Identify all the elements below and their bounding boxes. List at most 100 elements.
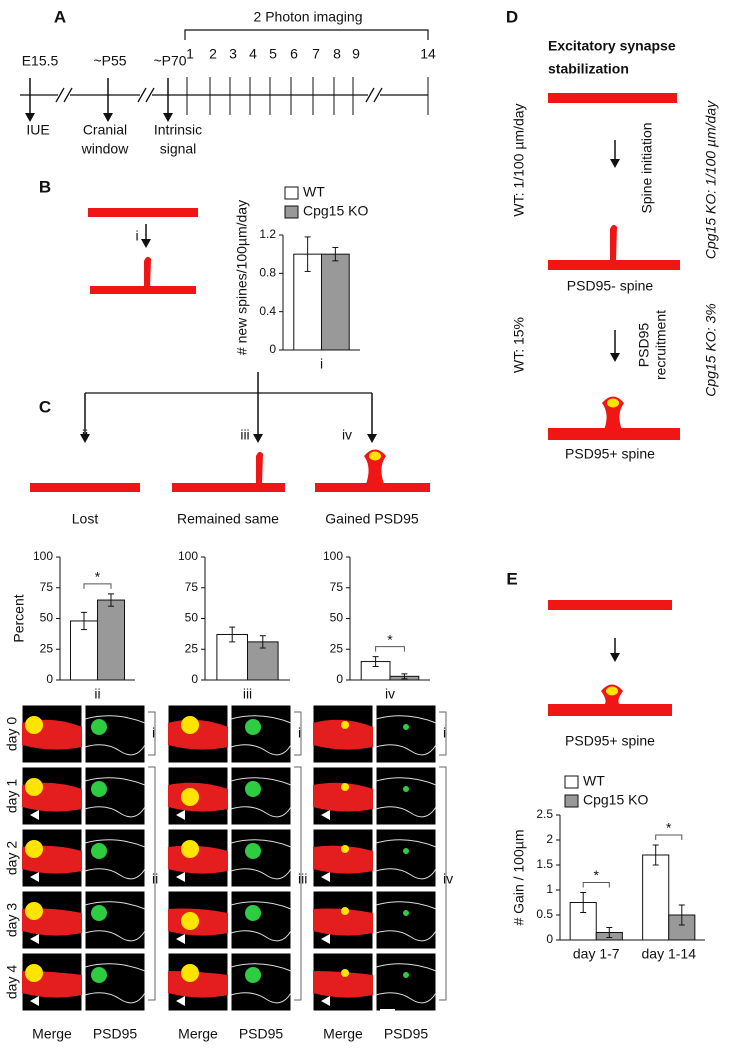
- merge-image: [21, 766, 83, 826]
- y-tick-label: 50: [330, 611, 344, 625]
- dendrite-signal: [313, 908, 373, 936]
- outline: [375, 777, 437, 818]
- label: 5: [269, 46, 277, 62]
- label: ii: [82, 427, 88, 443]
- label: iv: [342, 427, 352, 443]
- arrowhead-marker: [30, 810, 39, 820]
- psd95-puncta: [91, 967, 107, 983]
- outline: [84, 901, 146, 942]
- outline: [230, 839, 292, 880]
- x-tick-label: iii: [243, 686, 252, 702]
- image-bg: [84, 890, 146, 950]
- psd95-image: [230, 890, 292, 950]
- error-bar: [332, 246, 339, 262]
- legend-swatch: [284, 186, 299, 200]
- y-tick-label: 25: [40, 641, 54, 655]
- y-tick-label: 2.5: [536, 807, 553, 821]
- label: 14: [420, 46, 436, 62]
- label: iv: [443, 871, 453, 887]
- y-tick-label: 75: [40, 580, 54, 594]
- image-bg: [375, 828, 437, 888]
- line: [55, 87, 65, 103]
- psd95-puncta: [91, 843, 107, 859]
- y-axis-label: Percent: [11, 594, 27, 642]
- arrow-head: [253, 434, 263, 443]
- y-tick-label: 0: [336, 672, 343, 686]
- line: [137, 87, 147, 103]
- psd95-puncta: [403, 786, 409, 792]
- rotated-label: Cpg15 KO: 1/100 µm/day: [703, 100, 719, 259]
- label: stabilization: [548, 61, 629, 77]
- image-bg: [230, 890, 292, 950]
- label: 4: [249, 46, 257, 62]
- psd95-image: [84, 890, 146, 950]
- y-tick-label: 0.5: [536, 907, 553, 921]
- puncta: [181, 840, 199, 858]
- label: signal: [160, 141, 197, 157]
- y-axis-label: # new spines/100µm/day: [234, 200, 250, 355]
- dendrite-signal: [313, 719, 373, 750]
- y-axis-label: # Gain / 100µm: [511, 829, 527, 925]
- label: 1: [186, 46, 194, 62]
- label: Merge: [323, 1026, 363, 1042]
- label: ii: [152, 871, 158, 887]
- y-tick-label: 0: [269, 342, 276, 356]
- psd95-image: [230, 952, 292, 1012]
- label: Remained same: [177, 511, 279, 527]
- legend-label: Cpg15 KO: [303, 203, 368, 219]
- dendrite-signal: [313, 971, 373, 998]
- psd95: [369, 451, 381, 461]
- y-tick-label: 25: [330, 641, 344, 655]
- arrowhead-marker: [176, 872, 185, 882]
- merge-image: [167, 766, 229, 826]
- y-tick-label: 0: [191, 672, 198, 686]
- error-bar: [678, 904, 685, 926]
- label: D: [506, 7, 518, 26]
- dendrite: [88, 208, 198, 217]
- outline: [84, 715, 146, 756]
- psd95-puncta: [245, 781, 261, 797]
- label: iii: [240, 427, 249, 443]
- label: 2 Photon imaging: [254, 9, 363, 25]
- arrowhead-marker: [176, 934, 185, 944]
- puncta: [341, 845, 349, 853]
- y-tick-label: 1.2: [259, 227, 276, 241]
- merge-image: [167, 828, 229, 888]
- psd95-puncta: [245, 719, 261, 735]
- image-bg: [230, 828, 292, 888]
- dendrite: [548, 428, 680, 440]
- arrowhead-marker: [30, 934, 39, 944]
- label: 8: [333, 46, 341, 62]
- outline: [230, 901, 292, 942]
- bar: [321, 253, 350, 351]
- label: 6: [290, 46, 298, 62]
- puncta: [181, 716, 199, 734]
- label: A: [54, 7, 66, 26]
- psd95-puncta: [403, 910, 409, 916]
- arrow-head: [80, 434, 90, 443]
- label: Cranial: [83, 122, 127, 138]
- label: window: [81, 141, 130, 157]
- y-tick-label: 0.8: [259, 266, 276, 280]
- label: i: [298, 725, 301, 741]
- rotated-label: WT: 15%: [511, 317, 527, 373]
- psd95-image: [375, 828, 437, 888]
- rotated-label: day 4: [4, 965, 20, 999]
- arrow-head: [163, 113, 173, 122]
- label: PSD95- spine: [567, 278, 654, 294]
- significance: *: [594, 867, 600, 883]
- arrowhead-marker: [176, 996, 185, 1006]
- arrowhead-marker: [30, 872, 39, 882]
- psd95-puncta: [245, 967, 261, 983]
- spine: [610, 224, 617, 261]
- bracket: [184, 29, 429, 40]
- image-bg: [84, 828, 146, 888]
- arrow-head: [25, 113, 35, 122]
- outline: [230, 715, 292, 756]
- bracket: [439, 766, 447, 1001]
- arrowhead-marker: [321, 872, 330, 882]
- rotated-label: day 3: [4, 903, 20, 937]
- label: E15.5: [22, 53, 59, 69]
- image-bg: [230, 766, 292, 826]
- psd95-image: [375, 704, 437, 764]
